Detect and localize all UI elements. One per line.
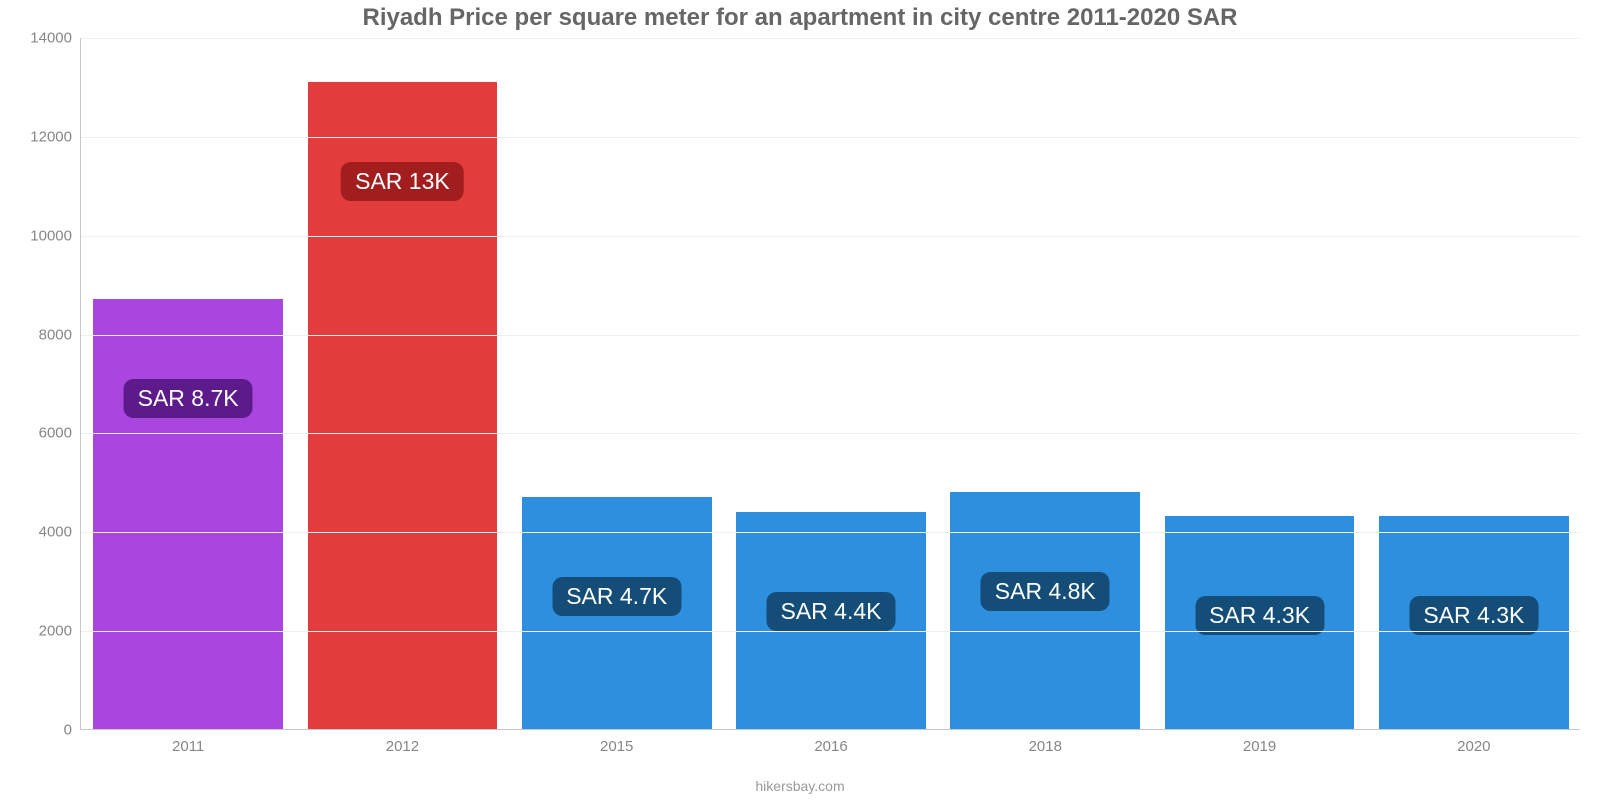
bar-chart: Riyadh Price per square meter for an apa… — [0, 0, 1600, 800]
bars-layer: SAR 8.7K SAR 13K SAR 4.7K SAR 4.4K SAR 4.8K S… — [81, 38, 1580, 729]
bar-label-2012: SAR 13K — [341, 162, 464, 201]
y-tick-label: 4000 — [2, 524, 72, 541]
x-tick-label: 2012 — [386, 738, 419, 755]
y-tick-label: 0 — [2, 722, 72, 739]
x-tick-label: 2018 — [1029, 738, 1062, 755]
bar-2018: SAR 4.8K — [950, 492, 1140, 729]
chart-title: Riyadh Price per square meter for an apa… — [0, 4, 1600, 32]
bar-2011: SAR 8.7K — [93, 299, 283, 729]
plot-area: SAR 8.7K SAR 13K SAR 4.7K SAR 4.4K SAR 4.8K S… — [80, 38, 1580, 730]
gridline — [81, 631, 1580, 632]
gridline — [81, 532, 1580, 533]
x-tick-label: 2019 — [1243, 738, 1276, 755]
gridline — [81, 433, 1580, 434]
x-tick-label: 2016 — [814, 738, 847, 755]
y-tick-label: 8000 — [2, 326, 72, 343]
y-tick-label: 6000 — [2, 425, 72, 442]
gridline — [81, 335, 1580, 336]
gridline — [81, 236, 1580, 237]
gridline — [81, 137, 1580, 138]
bar-label-2011: SAR 8.7K — [124, 379, 253, 418]
bar-2020: SAR 4.3K — [1379, 516, 1569, 729]
bar-label-2016: SAR 4.4K — [766, 592, 895, 631]
source-label: hikersbay.com — [0, 778, 1600, 794]
x-tick-label: 2020 — [1457, 738, 1490, 755]
y-tick-label: 14000 — [2, 30, 72, 47]
y-tick-label: 12000 — [2, 128, 72, 145]
y-tick-label: 2000 — [2, 623, 72, 640]
y-tick-label: 10000 — [2, 227, 72, 244]
x-tick-label: 2015 — [600, 738, 633, 755]
bar-2019: SAR 4.3K — [1165, 516, 1355, 729]
bar-2016: SAR 4.4K — [736, 512, 926, 729]
bar-label-2015: SAR 4.7K — [552, 577, 681, 616]
bar-label-2018: SAR 4.8K — [981, 572, 1110, 611]
x-tick-label: 2011 — [172, 738, 204, 755]
gridline — [81, 38, 1580, 39]
bar-label-2020: SAR 4.3K — [1409, 596, 1538, 635]
bar-label-2019: SAR 4.3K — [1195, 596, 1324, 635]
